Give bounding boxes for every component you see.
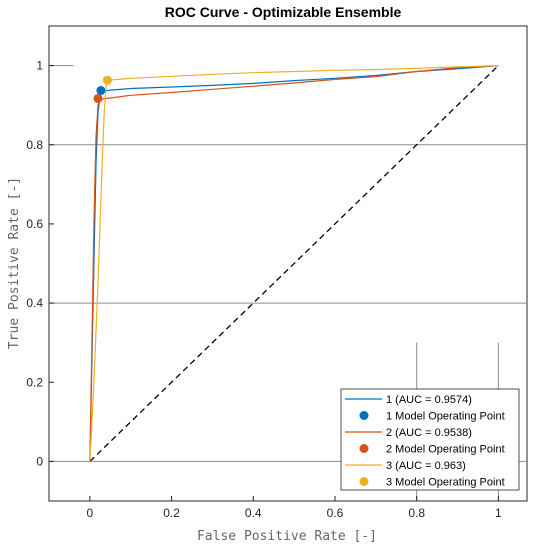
roc-curve-series-3	[89, 65, 499, 462]
x-tick-label: 0.8	[408, 506, 425, 520]
y-tick-label: 0.4	[26, 296, 43, 310]
x-axis-ticks: 0 0.2 0.4 0.6 0.8 1	[87, 496, 502, 520]
x-tick-label: 0.4	[245, 506, 262, 520]
roc-curve-series-1	[89, 65, 499, 462]
chance-line-layer	[89, 65, 499, 462]
roc-curve-series-2	[89, 65, 499, 462]
y-tick-label: 0.6	[26, 217, 43, 231]
operating-point-1	[96, 86, 106, 96]
y-tick-label: 1	[36, 59, 43, 73]
y-tick-label: 0	[36, 454, 43, 468]
legend-entry-label: 2 (AUC = 0.9538)	[386, 427, 472, 439]
y-tick-label: 0.2	[26, 375, 43, 389]
operating-point-3	[102, 75, 112, 85]
y-axis-ticks: 0 0.2 0.4 0.6 0.8 1	[26, 59, 54, 468]
x-tick-label: 0	[87, 506, 94, 520]
legend-entry-label: 1 Model Operating Point	[386, 411, 505, 423]
legend-marker-swatch	[359, 477, 369, 486]
x-tick-label: 1	[495, 506, 502, 520]
x-tick-label: 0.2	[163, 506, 180, 520]
legend-entry-label: 1 (AUC = 0.9574)	[386, 394, 472, 406]
legend: 1 (AUC = 0.9574) 1 Model Operating Point 2…	[340, 388, 520, 491]
legend-marker-swatch	[359, 444, 369, 453]
y-tick-label: 0.8	[26, 138, 43, 152]
legend-entry-label: 3 (AUC = 0.963)	[386, 460, 466, 472]
legend-entry-label: 3 Model Operating Point	[386, 477, 505, 489]
chart-title: ROC Curve - Optimizable Ensemble	[165, 4, 402, 20]
operating-point-2	[93, 93, 103, 103]
chance-diagonal-line	[89, 65, 499, 462]
legend-marker-swatch	[359, 411, 369, 420]
operating-points	[93, 75, 112, 103]
y-axis-label: True Positive Rate [-]	[7, 177, 22, 349]
legend-box	[340, 388, 520, 491]
roc-curves	[89, 65, 499, 462]
x-tick-label: 0.6	[327, 506, 344, 520]
x-axis-label: False Positive Rate [-]	[197, 529, 377, 544]
legend-entry-label: 2 Model Operating Point	[386, 444, 505, 456]
